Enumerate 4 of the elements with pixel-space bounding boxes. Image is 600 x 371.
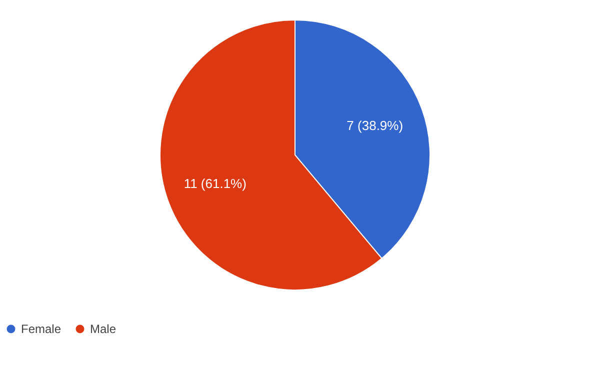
legend-label: Female — [21, 322, 62, 336]
legend-label: Male — [90, 322, 116, 336]
data-label: 11 (61.1%) — [184, 176, 246, 192]
data-label: 7 (38.9%) — [346, 118, 404, 133]
